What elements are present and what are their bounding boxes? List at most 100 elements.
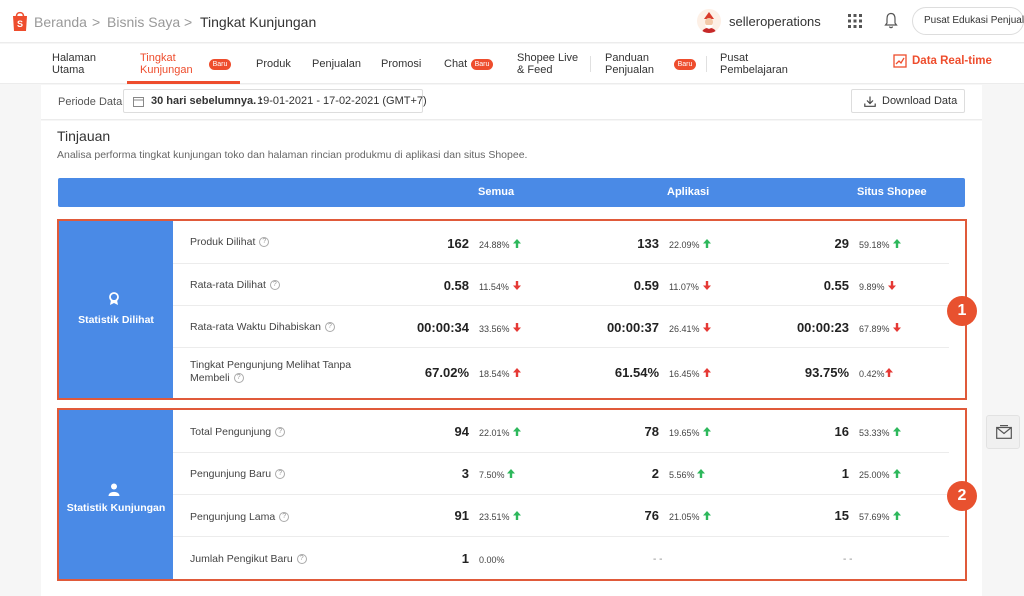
arrow-up-icon [893, 511, 901, 520]
tab-shopee-live[interactable]: Shopee Live & Feed [517, 52, 578, 76]
nav-divider [706, 56, 707, 72]
value-situs: 16 [834, 424, 849, 439]
pct-aplikasi: 11.07% [669, 282, 699, 292]
chat-float-button[interactable] [986, 415, 1020, 449]
pct-situs: 25.00% [859, 470, 890, 480]
user-icon [108, 483, 120, 496]
period-value: 30 hari sebelumnya. : [151, 95, 263, 107]
metric-label: Produk Dilihat? [190, 236, 270, 249]
grid-icon[interactable] [848, 14, 862, 28]
value-situs: 15 [834, 508, 849, 523]
help-icon[interactable]: ? [279, 512, 290, 523]
tab-label: & Feed [517, 64, 553, 76]
help-icon[interactable]: ? [275, 469, 286, 480]
help-icon[interactable]: ? [324, 322, 335, 333]
value-semua: 91 [454, 508, 469, 523]
active-tab-indicator [127, 81, 240, 84]
ribbon-icon [109, 292, 119, 305]
arrow-down-icon [703, 281, 711, 290]
tab-produk[interactable]: Produk [256, 58, 291, 70]
value-aplikasi: 00:00:37 [606, 320, 659, 335]
tab-promosi[interactable]: Promosi [381, 58, 422, 70]
breadcrumb-business[interactable]: Bisnis Saya [107, 14, 181, 30]
help-icon[interactable]: ? [233, 373, 244, 384]
breadcrumb-separator: > [92, 14, 101, 30]
arrow-up-icon [893, 469, 901, 478]
pct-situs: 59.18% [859, 240, 890, 250]
pct-situs: 0.42% [859, 369, 885, 379]
table-row: Tingkat Pengunjung Melihat Tanpa Membeli… [173, 348, 949, 398]
bell-icon[interactable] [884, 12, 898, 29]
realtime-data-link[interactable]: Data Real-time [912, 55, 992, 67]
column-semua: Semua [478, 186, 515, 198]
arrow-up-icon [513, 511, 521, 520]
period-range: 19-01-2021 - 17-02-2021 (GMT+7) [257, 95, 427, 107]
tab-label: Tingkat [140, 52, 176, 64]
pct-semua: 22.01% [479, 428, 510, 438]
new-badge: Baru [209, 59, 231, 70]
shopee-logo-icon[interactable]: S [10, 10, 30, 32]
section-description: Analisa performa tingkat kunjungan toko … [57, 149, 528, 161]
metric-name: Produk Dilihat [190, 236, 256, 248]
value-semua: 3 [461, 466, 469, 481]
tab-label: Penjualan [605, 64, 654, 76]
metric-name: Pengunjung Baru [190, 468, 272, 480]
arrow-up-icon [697, 469, 705, 478]
value-situs: 00:00:23 [796, 320, 849, 335]
username[interactable]: selleroperations [729, 14, 821, 29]
tab-chat[interactable]: Chat [444, 58, 468, 70]
overview-panel: Tinjauan Analisa performa tingkat kunjun… [41, 121, 982, 596]
pct-aplikasi: 26.41% [669, 324, 700, 334]
value-semua: 00:00:34 [416, 320, 469, 335]
top-bar: S Beranda > Bisnis Saya > Tingkat Kunjun… [0, 0, 1024, 43]
tab-penjualan[interactable]: Penjualan [312, 58, 361, 70]
column-aplikasi: Aplikasi [667, 186, 710, 198]
pct-semua: 11.54% [479, 282, 509, 292]
value-aplikasi-empty: - - [653, 554, 663, 565]
value-situs: 29 [834, 236, 849, 251]
arrow-up-icon [703, 368, 711, 377]
metric-label: Total Pengunjung? [190, 426, 286, 439]
help-icon[interactable]: ? [296, 554, 307, 565]
tab-tingkat-kunjungan[interactable]: Tingkat Kunjungan [140, 52, 193, 76]
value-aplikasi: 78 [644, 424, 659, 439]
calendar-icon [133, 97, 144, 107]
column-situs-shopee: Situs Shopee [857, 186, 927, 198]
help-icon[interactable]: ? [259, 237, 270, 248]
value-situs-empty: - - [843, 554, 853, 565]
avatar[interactable] [697, 9, 721, 33]
pct-situs: 67.89% [859, 324, 890, 334]
value-semua: 0.58 [443, 278, 469, 293]
tab-label: Pusat [720, 52, 749, 64]
annotation-marker-2: 2 [947, 481, 977, 511]
breadcrumb-home[interactable]: Beranda [34, 14, 87, 30]
download-data-button[interactable]: Download Data [851, 89, 965, 113]
tab-label: Panduan [605, 52, 650, 64]
arrow-up-icon [703, 427, 711, 436]
metric-name: Membeli [190, 372, 230, 384]
pct-semua: 7.50% [479, 470, 505, 480]
table-row: Produk Dilihat? 162 24.88% 133 22.09% 29… [173, 221, 949, 264]
arrow-up-icon [885, 368, 893, 377]
pct-semua: 18.54% [479, 369, 510, 379]
help-icon[interactable]: ? [275, 427, 286, 438]
tab-pusat-pembelajaran[interactable]: Pusat Pembelajaran [720, 52, 788, 76]
value-aplikasi: 61.54% [614, 365, 659, 380]
seller-education-button[interactable]: Pusat Edukasi Penjual [912, 7, 1024, 35]
period-bar: Periode Data 30 hari sebelumnya. : 19-01… [41, 85, 982, 120]
value-semua: 94 [454, 424, 469, 439]
value-situs: 1 [841, 466, 849, 481]
breadcrumb-separator: > [184, 14, 193, 30]
pct-situs: 53.33% [859, 428, 890, 438]
arrow-down-icon [513, 281, 521, 290]
help-icon[interactable]: ? [269, 280, 280, 291]
tab-panduan-penjualan[interactable]: Panduan Penjualan [605, 52, 654, 76]
tab-halaman-utama[interactable]: Halaman Utama [52, 52, 96, 76]
pct-aplikasi: 22.09% [669, 240, 700, 250]
period-selector[interactable]: 30 hari sebelumnya. : 19-01-2021 - 17-02… [123, 89, 427, 113]
pct-aplikasi: 16.45% [669, 369, 700, 379]
arrow-up-icon [703, 511, 711, 520]
column-header: Semua Aplikasi Situs Shopee [58, 178, 965, 207]
avatar-icon [702, 12, 716, 33]
arrow-down-icon [888, 281, 896, 290]
